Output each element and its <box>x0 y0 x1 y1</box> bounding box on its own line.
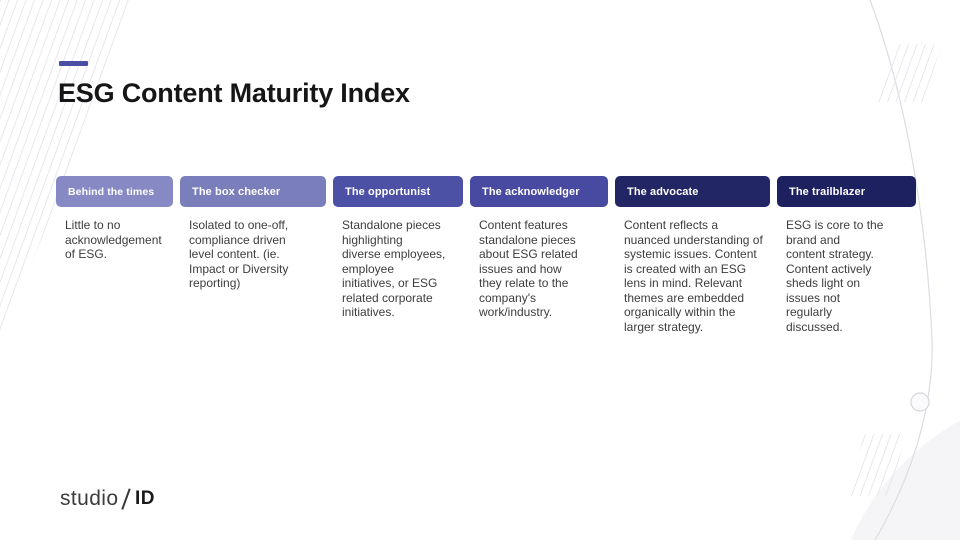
column-header-pill: The opportunist <box>333 176 463 207</box>
column-header-pill: The advocate <box>615 176 770 207</box>
column-description: ESG is core to the brand and content str… <box>786 218 884 334</box>
studio-id-logo: studio ID <box>60 485 155 513</box>
maturity-column-acknowledger: The acknowledger Content features standa… <box>470 176 608 334</box>
maturity-column-advocate: The advocate Content reflects a nuanced … <box>615 176 770 334</box>
column-description: Content reflects a nuanced understanding… <box>624 218 763 334</box>
maturity-column-trailblazer: The trailblazer ESG is core to the brand… <box>777 176 916 334</box>
circle-outline-icon <box>910 392 930 412</box>
column-header-pill: Behind the times <box>56 176 173 207</box>
column-header-pill: The acknowledger <box>470 176 608 207</box>
logo-studio-text: studio <box>60 487 119 510</box>
maturity-columns: Behind the times Little to no acknowledg… <box>56 176 916 334</box>
column-description: Standalone pieces highlighting diverse e… <box>342 218 446 319</box>
column-header-pill: The box checker <box>180 176 326 207</box>
maturity-column-behind-the-times: Behind the times Little to no acknowledg… <box>56 176 173 334</box>
curved-line-decoration <box>850 0 960 540</box>
column-description: Isolated to one-off, compliance driven l… <box>189 218 289 290</box>
maturity-column-opportunist: The opportunist Standalone pieces highli… <box>333 176 463 334</box>
logo-slash-icon <box>121 488 131 510</box>
maturity-column-box-checker: The box checker Isolated to one-off, com… <box>180 176 326 334</box>
accent-dash <box>59 61 88 66</box>
column-description: Little to no acknowledgement of ESG. <box>65 218 162 261</box>
logo-id-text: ID <box>135 488 155 509</box>
column-description: Content features standalone pieces about… <box>479 218 578 319</box>
page-title: ESG Content Maturity Index <box>58 78 410 108</box>
column-header-pill: The trailblazer <box>777 176 916 207</box>
corner-blob <box>850 420 960 540</box>
